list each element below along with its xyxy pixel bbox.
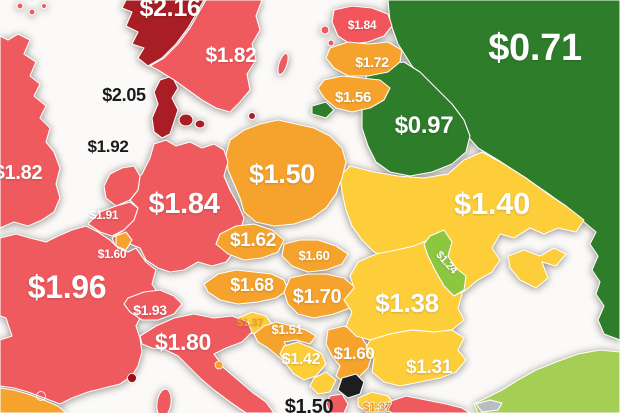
price-labels: $2.16 $1.82 $2.05 $1.84 $1.72 $1.56 $0.7… bbox=[0, 0, 582, 413]
monaco-marker bbox=[127, 373, 137, 383]
price-label-luxembourg: $1.60 bbox=[98, 247, 127, 261]
region-poland bbox=[225, 119, 347, 227]
andorra-marker bbox=[36, 391, 46, 401]
price-label-estonia: $1.84 bbox=[348, 18, 377, 32]
region-belgium bbox=[87, 201, 139, 237]
region-denmark bbox=[151, 75, 179, 139]
estonian-island bbox=[327, 39, 335, 47]
price-label-romania: $1.38 bbox=[375, 288, 439, 318]
scottish-island bbox=[28, 8, 36, 16]
region-italy bbox=[139, 313, 275, 413]
price-label-north-macedonia: $1.37 bbox=[363, 400, 392, 413]
bornholm-island bbox=[247, 111, 257, 121]
price-label-switzerland: $1.93 bbox=[133, 302, 167, 318]
price-label-hungary: $1.70 bbox=[293, 286, 342, 308]
gotland-island bbox=[277, 52, 289, 76]
region-latvia bbox=[325, 41, 403, 77]
price-label-serbia: $1.60 bbox=[333, 344, 374, 363]
region-turkey bbox=[473, 349, 620, 413]
price-label-slovakia: $1.60 bbox=[298, 248, 329, 263]
price-label-russia: $0.71 bbox=[488, 27, 582, 69]
price-label-sweden: $1.82 bbox=[205, 44, 256, 67]
price-label-netherlands: $1.92 bbox=[87, 137, 128, 156]
price-label-czechia: $1.62 bbox=[230, 230, 276, 251]
region-norway bbox=[121, 0, 205, 67]
region-ukraine bbox=[339, 151, 585, 299]
region-switzerland bbox=[123, 289, 183, 321]
price-label-denmark: $2.05 bbox=[102, 85, 146, 105]
price-label-norway: $2.16 bbox=[139, 0, 200, 22]
scottish-island bbox=[40, 2, 48, 10]
region-slovakia bbox=[281, 239, 349, 273]
region-estonia bbox=[331, 5, 393, 45]
price-label-montenegro: $1.50 bbox=[285, 396, 334, 413]
region-lithuania bbox=[317, 75, 391, 113]
price-label-united-kingdom: $1.82 bbox=[0, 162, 42, 184]
price-label-belgium: $1.91 bbox=[90, 208, 119, 222]
region-netherlands bbox=[103, 165, 141, 207]
price-label-belarus: $0.97 bbox=[395, 112, 454, 139]
region-bulgaria bbox=[365, 329, 467, 387]
price-label-bosnia: $1.42 bbox=[282, 351, 321, 368]
region-luxembourg bbox=[115, 231, 133, 251]
region-montenegro bbox=[309, 371, 337, 395]
region-marmara bbox=[475, 399, 503, 413]
region-kosovo bbox=[337, 373, 365, 399]
danish-island bbox=[178, 113, 194, 127]
region-france bbox=[0, 225, 161, 405]
danish-island bbox=[194, 119, 206, 129]
price-label-latvia: $1.72 bbox=[355, 54, 389, 70]
price-label-poland: $1.50 bbox=[249, 159, 315, 189]
region-united-kingdom bbox=[0, 33, 61, 229]
price-label-ukraine: $1.40 bbox=[454, 186, 530, 221]
price-label-austria: $1.68 bbox=[230, 275, 274, 295]
price-label-croatia: $1.51 bbox=[271, 322, 302, 337]
region-albania bbox=[325, 393, 349, 413]
price-label-italy: $1.80 bbox=[155, 329, 211, 355]
region-kaliningrad bbox=[311, 101, 335, 119]
san-marino-marker bbox=[214, 360, 224, 370]
price-label-germany: $1.84 bbox=[148, 188, 219, 220]
scottish-island bbox=[16, 2, 24, 10]
price-label-lithuania: $1.56 bbox=[335, 89, 371, 106]
region-czechia bbox=[215, 223, 285, 261]
region-greece bbox=[383, 395, 471, 413]
price-label-bulgaria: $1.31 bbox=[406, 357, 453, 378]
price-label-slovenia: $1.37 bbox=[237, 317, 263, 329]
region-bosnia bbox=[279, 341, 327, 381]
price-label-france: $1.96 bbox=[28, 269, 107, 305]
region-crimea bbox=[507, 247, 567, 289]
region-sweden bbox=[149, 0, 263, 113]
region-moldova bbox=[423, 229, 467, 297]
estonian-island bbox=[320, 25, 330, 35]
city-state-markers bbox=[36, 360, 224, 401]
corsica-island bbox=[156, 388, 172, 413]
region-spain bbox=[0, 387, 67, 413]
